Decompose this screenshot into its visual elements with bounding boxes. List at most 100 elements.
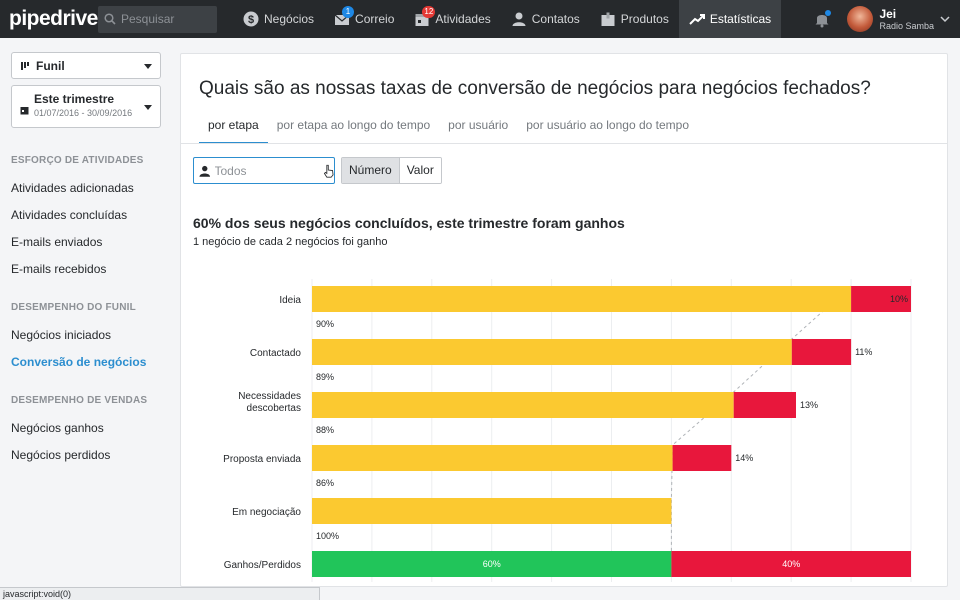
funnel-select[interactable]: Funil [11,52,161,79]
number-value-toggle: Número Valor [341,157,442,184]
notifications-bell[interactable] [813,10,832,28]
toggle-valor[interactable]: Valor [399,158,441,183]
category-label: Em negociação [232,507,301,518]
chevron-down-icon[interactable] [940,14,950,24]
loss-label: 13% [800,400,818,410]
hand-cursor-icon [323,164,334,178]
user-filter-input[interactable] [214,163,315,178]
tab-por-usuario-ao-longo-do-tempo[interactable]: por usuário ao longo do tempo [526,118,689,132]
loss-label: 11% [855,347,872,357]
funnel-select-label: Funil [36,58,65,73]
category-label: Contactado [250,348,302,359]
browser-status-bar: javascript:void(0) [0,587,320,600]
user-filter[interactable] [193,157,335,184]
conversion-label: 86% [316,478,334,488]
period-range: 01/07/2016 - 30/09/2016 [34,108,133,118]
nav-correio[interactable]: 1 Correio [324,0,404,38]
trend-icon [689,14,705,25]
mail-badge: 1 [342,6,355,18]
main-nav: $ Negócios 1 Correio 12 Atividades Conta… [233,0,782,38]
sidebar-item-emails-recebidos[interactable]: E-mails recebidos [11,262,107,276]
period-dropdown-arrow-icon [144,104,152,110]
activities-badge: 12 [422,6,436,18]
sidebar-item-conversao-de-negocios[interactable]: Conversão de negócios [11,355,147,369]
report-tabs: por etapa por etapa ao longo do tempo po… [199,114,698,144]
section-title-vendas: DESEMPENHO DE VENDAS [11,395,148,406]
svg-text:$: $ [248,14,254,26]
converted-bar [312,339,792,365]
funnel-trend-line [670,285,852,551]
sidebar-item-negocios-perdidos[interactable]: Negócios perdidos [11,448,111,462]
pipedrive-logo[interactable]: pipedrive [9,7,98,30]
topbar-right: Jei Radio Samba [813,0,960,38]
loss-label: 14% [735,453,753,463]
loss-label: 10% [890,294,908,304]
person-icon [512,12,526,26]
conversion-label: 90% [316,319,334,329]
lost-bar [851,286,911,312]
category-label: Ganhos/Perdidos [224,560,301,571]
nav-atividades-label: Atividades [435,12,491,26]
section-title-funil: DESEMPENHO DO FUNIL [11,302,136,313]
nav-negocios[interactable]: $ Negócios [233,0,324,38]
conversion-summary-sub: 1 negócio de cada 2 negócios foi ganho [193,236,388,248]
conversion-label: 89% [316,372,334,382]
converted-bar [312,498,672,524]
sidebar-item-emails-enviados[interactable]: E-mails enviados [11,235,103,249]
period-select[interactable]: Este trimestre 01/07/2016 - 30/09/2016 [11,85,161,128]
converted-bar [312,392,734,418]
converted-bar [312,445,673,471]
nav-contatos-label: Contatos [531,12,580,26]
page-title: Quais são as nossas taxas de conversão d… [199,78,871,99]
sidebar-item-negocios-ganhos[interactable]: Negócios ganhos [11,421,104,435]
conversion-funnel-chart: Ideia 10% 90% Contactado 11% 89% Necessidadesd… [223,279,912,582]
sidebar-item-atividades-concluidas[interactable]: Atividades concluídas [11,208,128,222]
period-label: Este trimestre [34,92,115,106]
category-label: Ideia [279,295,301,306]
sidebar-item-atividades-adicionadas[interactable]: Atividades adicionadas [11,181,134,195]
nav-negocios-label: Negócios [264,12,315,26]
nav-produtos[interactable]: Produtos [590,0,679,38]
avatar[interactable] [847,6,874,32]
person-icon [199,165,211,177]
sidebar-item-negocios-iniciados[interactable]: Negócios iniciados [11,328,112,342]
search-box[interactable] [98,5,217,33]
won-label: 60% [483,559,501,569]
funnel-icon [21,61,29,70]
user-name: Jei [879,7,897,21]
nav-correio-label: Correio [355,12,395,26]
tab-por-etapa-ao-longo-do-tempo[interactable]: por etapa ao longo do tempo [276,118,431,132]
won-bar [312,551,672,577]
nav-estatisticas[interactable]: Estatísticas [678,0,782,38]
calendar-icon: 12 [414,6,436,27]
conversion-label: 100% [316,531,339,541]
toggle-numero[interactable]: Número [342,158,400,183]
user-company: Radio Samba [879,21,934,31]
search-input[interactable] [121,12,209,26]
nav-atividades[interactable]: 12 Atividades [404,0,500,38]
section-title-atividades: ESFORÇO DE ATIVIDADES [11,155,144,166]
sidebar: Funil Este trimestre 01/07/2016 - 30/09/… [0,38,172,600]
lost-bar [791,339,852,365]
lost-bar [733,392,796,418]
nav-produtos-label: Produtos [620,12,669,26]
lost-label: 40% [782,559,800,569]
user-menu[interactable]: Jei Radio Samba [879,7,934,31]
search-icon [104,13,116,25]
funnel-dropdown-arrow-icon [144,63,152,69]
category-label: Proposta enviada [223,454,301,465]
notification-dot [825,10,832,16]
top-navigation-bar: pipedrive $ Negócios 1 Correio 12 Ativid… [0,0,960,38]
converted-bar [312,286,852,312]
lost-bar [671,551,911,577]
lost-bar [672,445,732,471]
nav-contatos[interactable]: Contatos [501,0,590,38]
dollar-icon: $ [243,11,259,27]
category-label: descobertas [247,403,301,414]
nav-estatisticas-label: Estatísticas [709,12,772,26]
conversion-summary: 60% dos seus negócios concluídos, este t… [193,215,625,231]
box-icon [601,12,615,26]
conversion-label: 88% [316,425,334,435]
tab-por-usuario[interactable]: por usuário [448,118,509,132]
tab-divider [181,143,947,144]
